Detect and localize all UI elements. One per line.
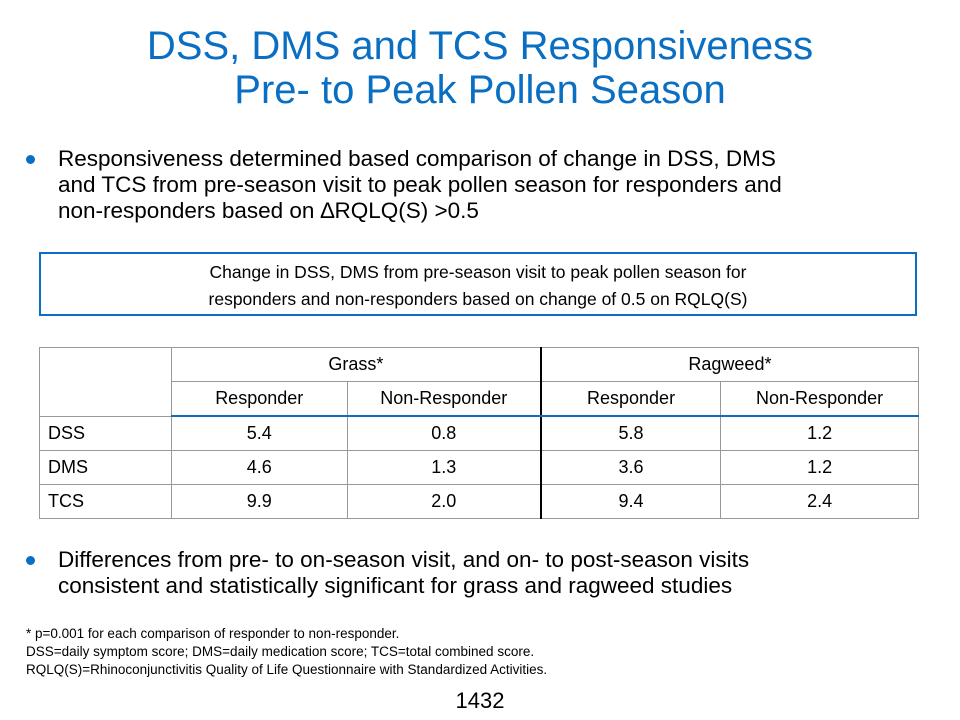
results-table: Grass* Ragweed* Responder Non-Responder … <box>39 347 919 519</box>
title-line-1: DSS, DMS and TCS Responsiveness <box>146 24 814 68</box>
bullet-dot-icon <box>26 155 35 164</box>
footnotes: * p=0.001 for each comparison of respond… <box>26 625 547 679</box>
footnote: * p=0.001 for each comparison of respond… <box>26 626 400 641</box>
subheader-cell: Non-Responder <box>720 381 919 417</box>
subheader-cell: Responder <box>539 381 722 417</box>
bullet-2-line-2: consistent and statistically significant… <box>58 573 733 598</box>
bullet-responsiveness: Responsiveness determined based comparis… <box>22 146 922 224</box>
table-cell: 3.6 <box>539 450 722 485</box>
table-row: DMS 4.6 1.3 3.6 1.2 <box>39 450 919 485</box>
row-label: TCS <box>39 484 172 519</box>
table-cell: 9.4 <box>539 484 722 519</box>
callout-line-2: responders and non-responders based on c… <box>208 289 748 309</box>
bullet-1-line-2: and TCS from pre-season visit to peak po… <box>58 172 782 197</box>
group-header-grass: Grass* <box>170 347 542 382</box>
table-row: TCS 9.9 2.0 9.4 2.4 <box>39 484 919 519</box>
table-cell: 1.3 <box>346 450 542 485</box>
table-cell: 9.9 <box>170 484 348 519</box>
row-label: DMS <box>39 450 172 485</box>
slide-number: 1432 <box>455 688 505 713</box>
bullet-differences: Differences from pre- to on-season visit… <box>22 547 922 599</box>
table-subheader-row: Responder Non-Responder Responder Non-Re… <box>40 381 919 417</box>
bullet-2-line-1: Differences from pre- to on-season visit… <box>58 547 750 572</box>
bullet-dot-icon <box>26 556 35 565</box>
title-line-2: Pre- to Peak Pollen Season <box>234 68 726 112</box>
table-cell: 0.8 <box>346 415 542 451</box>
table-row: DSS 5.4 0.8 5.8 1.2 <box>39 415 919 451</box>
table-cell: 1.2 <box>720 450 919 485</box>
table-group-header-row: Grass* Ragweed* <box>39 347 919 417</box>
footnote: DSS=daily symptom score; DMS=daily medic… <box>26 644 535 659</box>
table-cell: 5.8 <box>539 415 722 451</box>
table-corner-cell <box>39 347 172 417</box>
slide-title: DSS, DMS and TCS Responsiveness Pre- to … <box>0 24 960 112</box>
row-label: DSS <box>39 415 172 451</box>
table-cell: 1.2 <box>720 415 919 451</box>
table-cell: 4.6 <box>170 450 348 485</box>
group-header-ragweed: Ragweed* <box>539 347 919 382</box>
subheader-cell: Responder <box>170 381 348 417</box>
footnote: RQLQ(S)=Rhinoconjunctivitis Quality of L… <box>26 662 548 677</box>
bullet-1-line-3: non-responders based on ∆RQLQ(S) >0.5 <box>58 198 479 223</box>
bullet-1-line-1: Responsiveness determined based comparis… <box>58 146 776 171</box>
table-cell: 5.4 <box>170 415 348 451</box>
subheader-cell: Non-Responder <box>346 381 542 417</box>
table-cell: 2.4 <box>720 484 919 519</box>
table-cell: 2.0 <box>346 484 542 519</box>
callout-box: Change in DSS, DMS from pre-season visit… <box>39 252 917 316</box>
callout-line-1: Change in DSS, DMS from pre-season visit… <box>209 262 747 282</box>
